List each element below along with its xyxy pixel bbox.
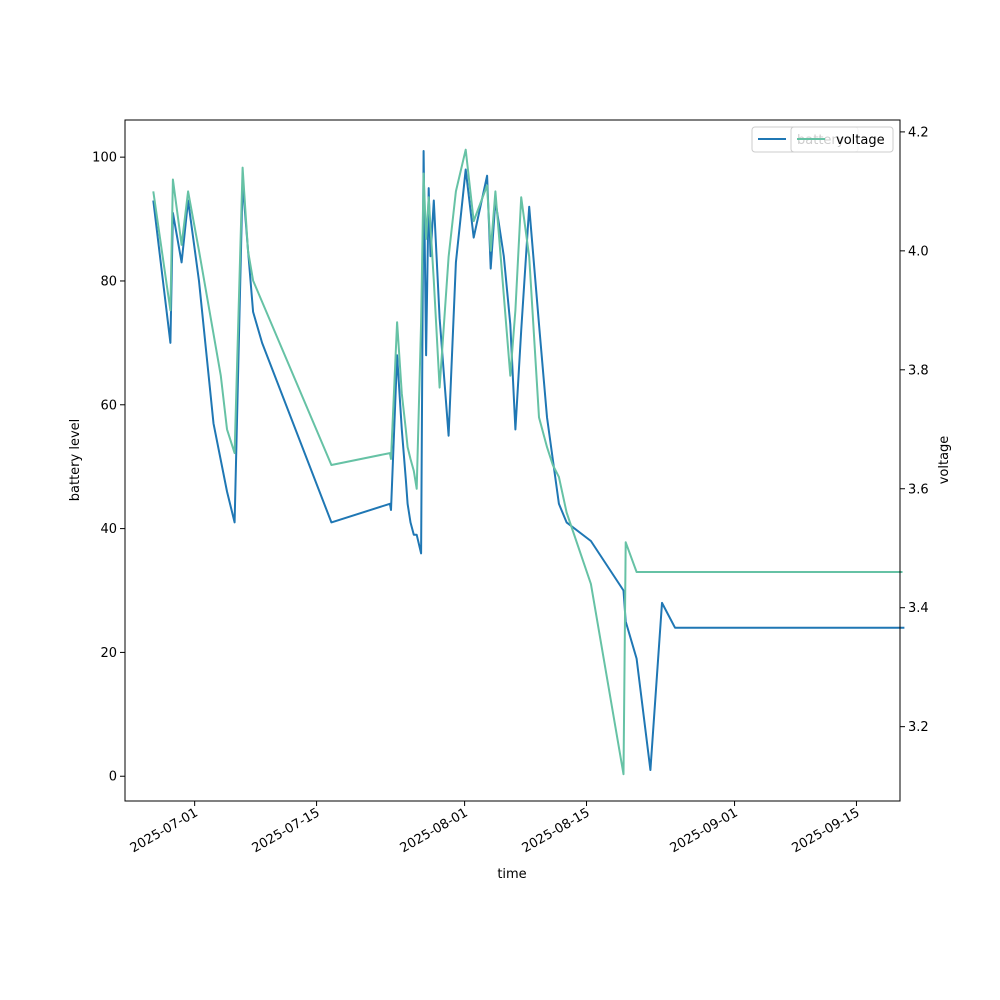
- x-axis-title: time: [497, 867, 526, 882]
- y-tick-label: 80: [100, 274, 117, 289]
- y-axis-title: battery level: [68, 419, 83, 502]
- series-line-battery: [152, 150, 905, 771]
- legend-voltage-label: voltage: [836, 133, 885, 148]
- series-layer: [152, 148, 905, 776]
- y-tick-label: 40: [100, 522, 117, 537]
- y2-axis-title: voltage: [937, 436, 952, 485]
- legend-voltage: voltage: [790, 126, 894, 153]
- y2-tick-label: 3.8: [908, 363, 929, 378]
- y-axis-right: 3.2 3.4 3.6 3.8 4.0 4.2: [900, 125, 929, 735]
- y-tick-label: 60: [100, 398, 117, 413]
- y-axis-left: 0 20 40 60 80 100: [92, 151, 125, 785]
- y2-tick-label: 4.0: [908, 244, 929, 259]
- y-tick-label: 20: [100, 646, 117, 661]
- y2-tick-label: 3.4: [908, 601, 929, 616]
- y-tick-label: 100: [92, 151, 117, 166]
- y2-tick-label: 3.2: [908, 720, 929, 735]
- plot-frame: [124, 119, 901, 802]
- y2-tick-label: 3.6: [908, 482, 929, 497]
- series-line-voltage: [152, 148, 903, 776]
- y-tick-label: 0: [109, 770, 117, 785]
- y2-tick-label: 4.2: [908, 125, 929, 140]
- legend-voltage-box: [790, 126, 894, 153]
